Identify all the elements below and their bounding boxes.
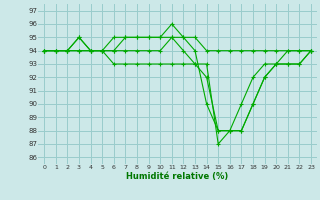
X-axis label: Humidité relative (%): Humidité relative (%): [126, 172, 229, 181]
